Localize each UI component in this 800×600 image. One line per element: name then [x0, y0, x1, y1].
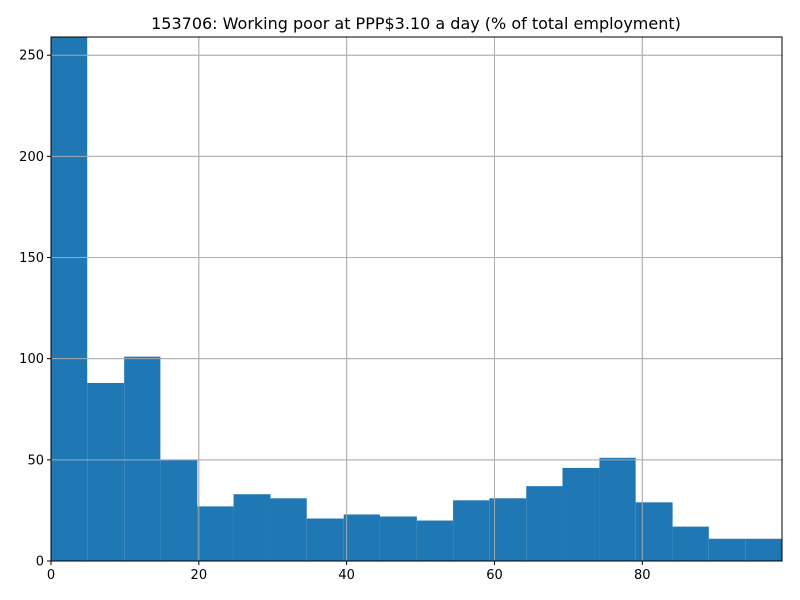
plot-frame — [50, 36, 783, 562]
histogram-bar — [343, 514, 380, 561]
histogram-bar — [635, 502, 673, 561]
y-tick-label: 250 — [19, 49, 44, 64]
histogram-bar — [453, 500, 490, 561]
histogram-bar — [562, 467, 600, 561]
axes — [50, 36, 783, 562]
x-tick-label: 80 — [634, 568, 651, 583]
histogram-bar — [233, 494, 271, 561]
histogram-bar — [599, 457, 636, 561]
histogram-bar — [489, 498, 527, 561]
y-axis-ticks: 0 50 100 150 200 250 — [19, 49, 51, 570]
x-axis-ticks: 0 20 40 60 80 — [47, 561, 651, 583]
histogram-bar — [708, 538, 746, 561]
histogram-bar — [379, 516, 417, 561]
histogram-bar — [416, 520, 454, 561]
y-tick-label: 50 — [27, 453, 44, 468]
histogram-bar — [124, 356, 161, 561]
y-tick-label: 100 — [19, 352, 44, 367]
x-tick-label: 40 — [338, 568, 355, 583]
x-tick-label: 20 — [191, 568, 208, 583]
y-tick-label: 200 — [19, 150, 44, 165]
histogram-bar — [51, 37, 88, 561]
y-tick-label: 150 — [19, 251, 44, 266]
chart-title: 153706: Working poor at PPP$3.10 a day (… — [151, 14, 681, 33]
histogram-bar — [745, 538, 782, 561]
histogram-bar — [526, 486, 563, 561]
histogram-bar — [197, 506, 234, 561]
histogram-bar — [270, 498, 307, 561]
x-tick-label: 0 — [47, 568, 55, 583]
histogram-bars — [50, 37, 782, 562]
x-tick-label: 60 — [486, 568, 503, 583]
histogram-bar — [160, 459, 198, 561]
histogram-bar — [87, 382, 125, 561]
histogram-bar — [672, 526, 709, 561]
y-tick-label: 0 — [36, 555, 44, 570]
histogram-bar — [306, 518, 344, 561]
